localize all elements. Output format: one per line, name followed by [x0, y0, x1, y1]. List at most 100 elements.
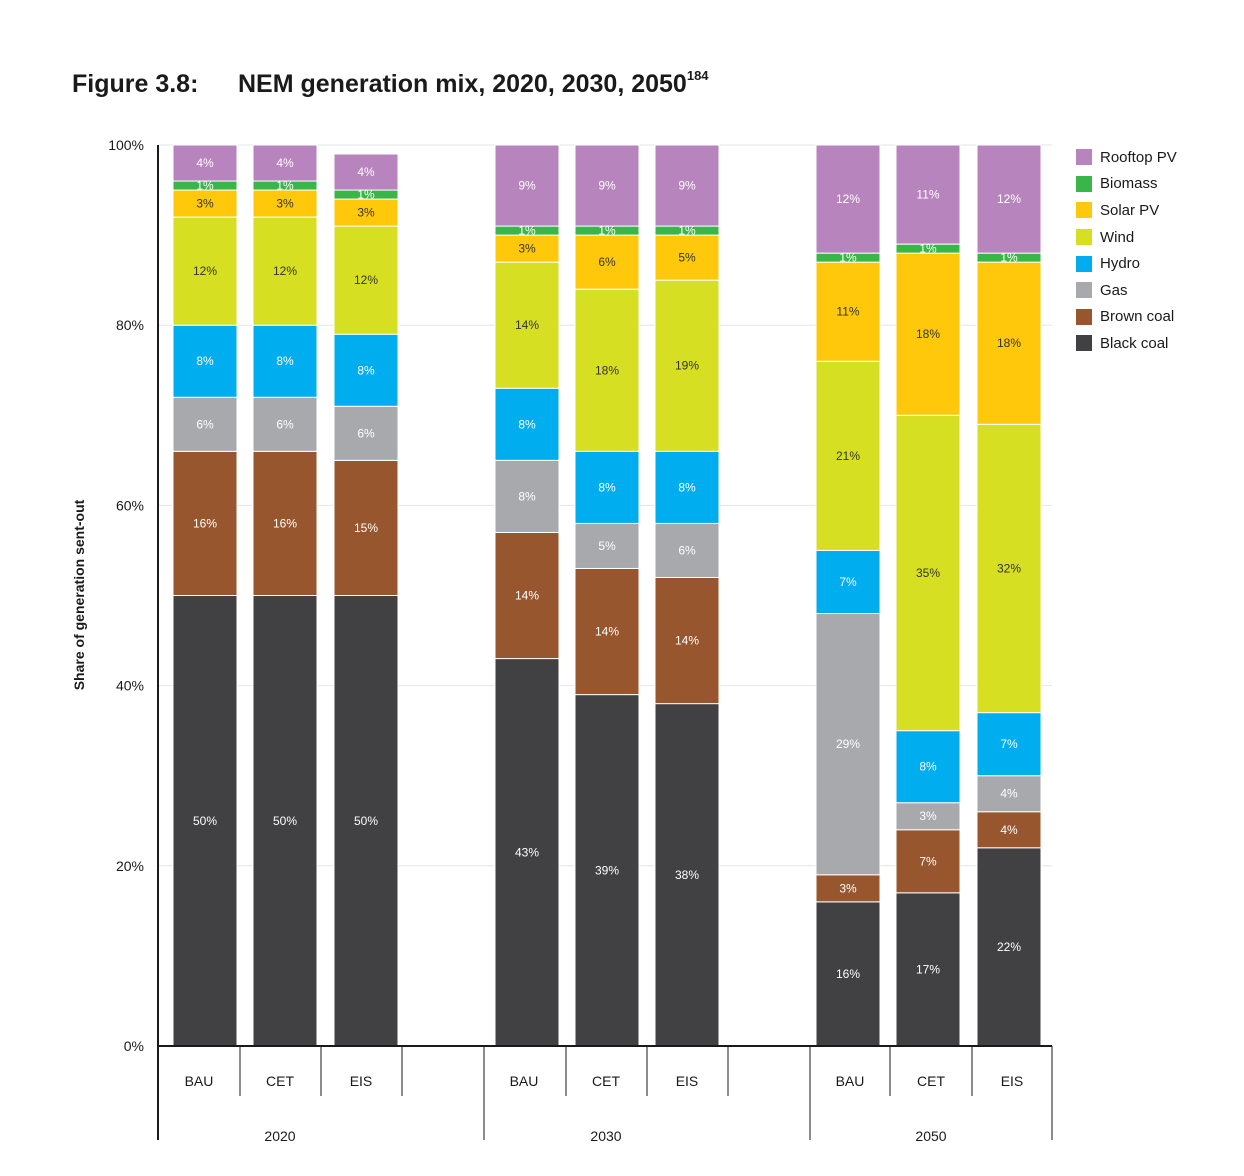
x-category-label: EIS: [676, 1073, 699, 1089]
bar-segment: [494, 459, 560, 533]
legend-item: Solar PV: [1076, 197, 1177, 224]
x-category-label: BAU: [836, 1073, 865, 1089]
legend-label: Gas: [1100, 281, 1128, 299]
figure-label: Figure 3.8:: [72, 70, 199, 98]
bar-segment-label: 16%: [193, 516, 217, 530]
bar-segment-label: 32%: [997, 561, 1021, 575]
bar-segment-label: 17%: [916, 962, 940, 976]
bar-segment: [252, 189, 318, 218]
bar-segment-label: 3%: [196, 197, 214, 211]
bar-segment: [172, 324, 238, 398]
bar-segment-label: 12%: [836, 192, 860, 206]
bar-segment: [333, 333, 399, 407]
bar-segment-label: 3%: [919, 809, 937, 823]
bar-segment: [654, 450, 720, 524]
bar-segment-label: 8%: [598, 480, 616, 494]
bar-segment-label: 8%: [276, 354, 294, 368]
bar-segment-label: 8%: [357, 363, 375, 377]
bar-segment-label: 16%: [836, 967, 860, 981]
legend-item: Gas: [1076, 277, 1177, 304]
bar-segment: [895, 252, 961, 416]
bar-segment-label: 50%: [193, 814, 217, 828]
bar-segment: [252, 216, 318, 326]
bar-segment: [333, 459, 399, 596]
bar-segment-label: 1%: [518, 224, 536, 238]
bar-segment-label: 1%: [357, 188, 375, 202]
bar-segment: [815, 901, 881, 1047]
bar-segment: [252, 396, 318, 452]
bar-segment-label: 1%: [919, 242, 937, 256]
bar-segment-label: 4%: [1000, 823, 1018, 837]
bar-segment: [574, 450, 640, 524]
bar-segment: [574, 144, 640, 227]
bar-segment: [252, 144, 318, 182]
legend-label: Hydro: [1100, 255, 1141, 273]
bar-segment: [976, 775, 1042, 813]
bar-segment: [333, 595, 399, 1047]
bar-segment-label: 5%: [678, 251, 696, 265]
bar-segment-label: 6%: [276, 417, 294, 431]
figure-title: Figure 3.8: NEM generation mix, 2020, 203…: [72, 68, 709, 99]
bar-segment: [976, 423, 1042, 714]
bar-segment-label: 4%: [1000, 787, 1018, 801]
bar-segment-label: 1%: [196, 179, 214, 193]
y-axis-title: Share of generation sent-out: [71, 499, 87, 690]
bar-segment-label: 6%: [598, 255, 616, 269]
bar-segment-label: 3%: [839, 881, 857, 895]
legend-item: Biomass: [1076, 171, 1177, 198]
bar-segment: [654, 234, 720, 281]
y-tick-label: 80%: [116, 317, 144, 333]
bar-segment-label: 11%: [836, 305, 859, 319]
bar-segment-label: 22%: [997, 940, 1021, 954]
legend-swatch: [1076, 282, 1092, 299]
bar-segment-label: 4%: [357, 165, 375, 179]
bar-segment: [494, 531, 560, 660]
bar-segment: [494, 261, 560, 389]
bar-segment: [574, 567, 640, 696]
bar-segment-label: 9%: [518, 179, 536, 193]
bar-segment: [815, 874, 881, 903]
y-tick-label: 100%: [108, 137, 144, 153]
bar-segment-label: 4%: [196, 156, 214, 170]
bar-segment: [494, 658, 560, 1047]
legend-swatch: [1076, 175, 1092, 192]
bar-segment-label: 7%: [1000, 737, 1018, 751]
bar-segment: [494, 387, 560, 461]
y-tick-label: 20%: [116, 858, 144, 874]
bar-segment-label: 8%: [919, 760, 937, 774]
bar-segment: [172, 216, 238, 326]
bar-segment-label: 9%: [678, 179, 696, 193]
bar-segment-label: 12%: [273, 264, 297, 278]
bar-segment-label: 12%: [354, 273, 378, 287]
bar-segment-label: 8%: [678, 480, 696, 494]
bar-segment: [333, 225, 399, 335]
bar-segment: [574, 234, 640, 290]
bar-segment-label: 1%: [1000, 251, 1018, 265]
bar-segment-label: 3%: [357, 206, 375, 220]
bar-segment-label: 8%: [518, 417, 536, 431]
bar-segment-label: 5%: [598, 539, 616, 553]
bar-segment-label: 8%: [518, 489, 536, 503]
legend-item: Black coal: [1076, 330, 1177, 357]
bar-segment: [815, 144, 881, 254]
bar-segment: [815, 360, 881, 551]
bar-segment-label: 1%: [276, 179, 294, 193]
bar-segment: [895, 829, 961, 894]
bar-segment-label: 14%: [515, 589, 539, 603]
legend-swatch: [1076, 149, 1092, 166]
legend-item: Rooftop PV: [1076, 144, 1177, 171]
bar-segment: [172, 595, 238, 1047]
bar-segment-label: 6%: [196, 417, 214, 431]
bar-segment-label: 7%: [919, 854, 937, 868]
bar-segment-label: 1%: [839, 251, 857, 265]
legend-swatch: [1076, 229, 1092, 246]
legend-label: Black coal: [1100, 334, 1169, 352]
bar-segment-label: 9%: [598, 179, 616, 193]
bar-segment-label: 12%: [997, 192, 1021, 206]
legend-swatch: [1076, 255, 1092, 272]
bar-segment-label: 29%: [836, 737, 860, 751]
bar-segment-label: 38%: [675, 868, 699, 882]
x-category-label: EIS: [1001, 1073, 1024, 1089]
chart-legend: Rooftop PV Biomass Solar PV Wind Hydro Gas Bro…: [1076, 144, 1177, 357]
bar-segment-label: 1%: [678, 224, 696, 238]
